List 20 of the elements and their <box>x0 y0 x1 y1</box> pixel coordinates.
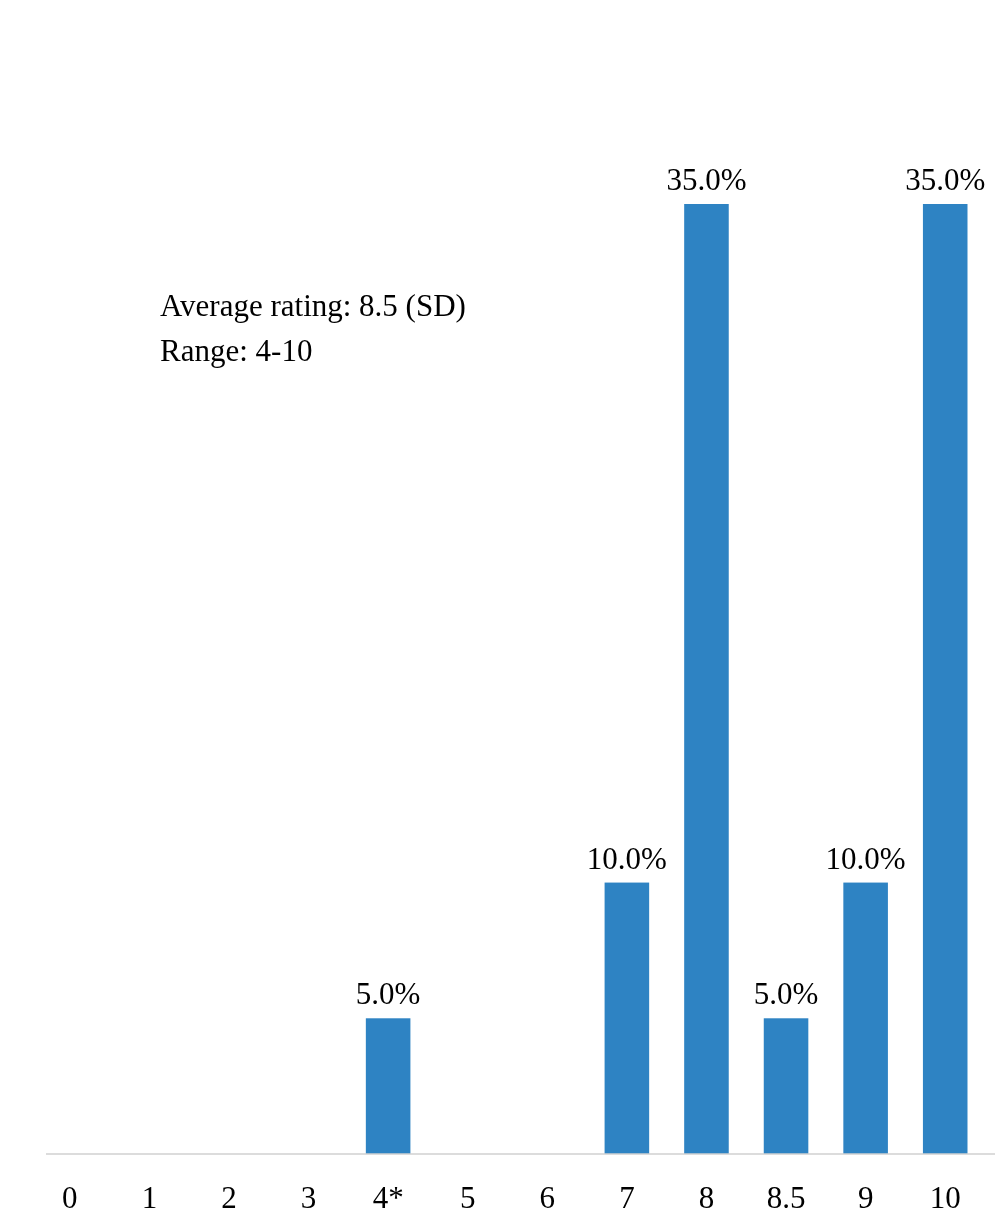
x-tick-label: 9 <box>857 1180 874 1215</box>
x-tick-label: 1 <box>141 1180 158 1215</box>
annotation: Range: 4-10 <box>160 333 313 368</box>
data-label: 5.0% <box>753 976 819 1012</box>
x-tick-label: 8.5 <box>766 1180 806 1215</box>
x-tick-label: 4* <box>372 1180 404 1215</box>
x-tick-label: 7 <box>619 1180 635 1215</box>
x-tick-label: 8 <box>698 1180 715 1215</box>
data-label: 5.0% <box>355 976 421 1012</box>
x-tick-label: 0 <box>62 1180 78 1215</box>
x-tick-label: 2 <box>221 1180 237 1215</box>
annotation: Average rating: 8.5 (SD) <box>160 288 466 323</box>
data-label: 10.0% <box>586 840 667 876</box>
data-label: 35.0% <box>666 162 747 197</box>
x-tick-label: 5 <box>459 1180 476 1215</box>
x-tick-label: 6 <box>539 1180 556 1215</box>
data-label: 10.0% <box>825 840 906 876</box>
x-tick-label: 10 <box>929 1180 961 1215</box>
x-tick-label: 3 <box>300 1180 317 1215</box>
data-label: 35.0% <box>905 162 986 197</box>
